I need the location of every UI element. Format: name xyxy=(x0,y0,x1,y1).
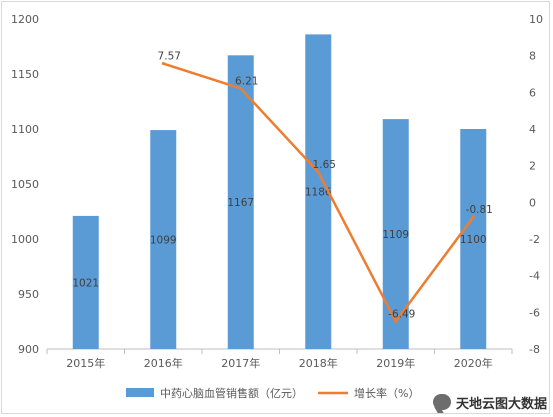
line-data-label: 7.57 xyxy=(158,51,181,63)
growth-rate-point xyxy=(161,62,165,66)
y-right-tick-label: -4 xyxy=(529,270,540,283)
line-data-label: -0.81 xyxy=(466,204,493,216)
y-left-tick-label: 950 xyxy=(18,288,39,301)
y-left-tick-label: 1200 xyxy=(11,13,39,26)
x-category-label: 2017年 xyxy=(221,356,260,370)
x-category-label: 2018年 xyxy=(299,356,338,370)
y-right-tick-label: 8 xyxy=(529,50,536,63)
bar xyxy=(305,34,332,350)
line-data-label: 1.65 xyxy=(313,159,336,171)
legend-bar-label: 中药心脑血管销售额（亿元） xyxy=(160,386,303,400)
bar-data-label: 1167 xyxy=(227,197,254,209)
bar xyxy=(72,215,99,349)
y-right-tick-label: 0 xyxy=(529,196,536,209)
x-category-label: 2019年 xyxy=(376,356,415,370)
y-left-tick-label: 1100 xyxy=(11,123,39,136)
y-right-tick-label: 6 xyxy=(529,86,536,99)
y-right-tick-label: -6 xyxy=(529,306,540,319)
line-data-label: -6.49 xyxy=(388,308,415,320)
bar-data-label: 1021 xyxy=(72,277,99,289)
legend-bar-swatch xyxy=(126,388,154,397)
y-left-tick-label: 900 xyxy=(18,343,39,356)
watermark-text: 天地云图大数据 xyxy=(455,396,547,412)
bar-data-label: 1099 xyxy=(150,235,177,247)
y-left-tick-label: 1000 xyxy=(11,233,39,246)
bar xyxy=(460,129,487,349)
growth-rate-point xyxy=(394,319,398,323)
growth-rate-point xyxy=(316,170,320,174)
chat-bubble-icon xyxy=(432,394,451,410)
bar-data-label: 1100 xyxy=(460,234,487,246)
line-data-label: 6.21 xyxy=(235,75,258,87)
growth-rate-point xyxy=(239,86,243,90)
x-category-label: 2020年 xyxy=(454,356,493,370)
bar-data-label: 1109 xyxy=(382,229,409,241)
x-category-label: 2016年 xyxy=(144,356,183,370)
y-right-tick-label: -8 xyxy=(529,343,540,356)
bar-data-label: 1186 xyxy=(305,187,332,199)
y-right-tick-label: 10 xyxy=(529,13,543,26)
x-category-label: 2015年 xyxy=(66,356,105,370)
bar xyxy=(227,55,254,350)
y-right-tick-label: -2 xyxy=(529,233,540,246)
growth-rate-point xyxy=(471,215,475,219)
legend-line-label: 增长率（%） xyxy=(354,386,419,400)
y-right-tick-label: 4 xyxy=(529,123,536,136)
y-left-tick-label: 1150 xyxy=(11,68,39,81)
y-left-tick-label: 1050 xyxy=(11,178,39,191)
watermark: 天地云图大数据 xyxy=(432,391,547,413)
bar xyxy=(150,130,177,349)
y-right-tick-label: 2 xyxy=(529,160,536,173)
